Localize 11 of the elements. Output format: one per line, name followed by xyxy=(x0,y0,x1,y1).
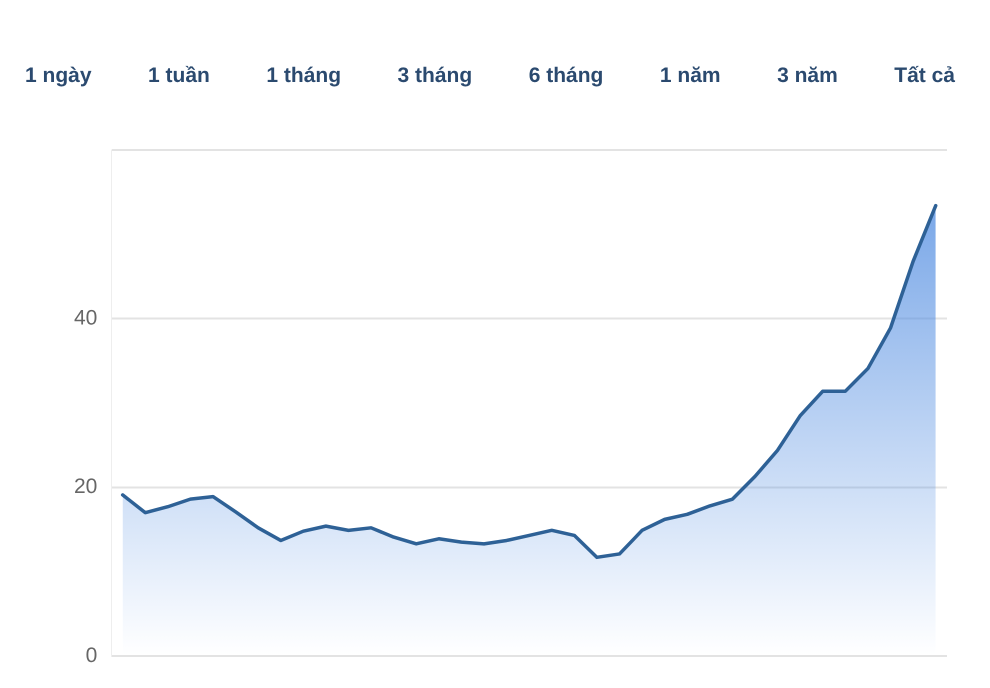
text: 3 tháng xyxy=(396,63,474,89)
text: 6 tháng xyxy=(528,63,604,89)
y-tick-label: 0 xyxy=(86,644,98,667)
text: 1 tuần xyxy=(147,63,211,89)
y-tick-label: 20 xyxy=(74,475,98,498)
text: 1 ngày xyxy=(24,63,93,89)
text: 1 tháng xyxy=(265,63,342,89)
text: 3 năm xyxy=(776,63,839,89)
text: Tất cả xyxy=(893,63,956,89)
text: 1 năm xyxy=(658,63,722,89)
y-tick-label: 40 xyxy=(74,306,98,330)
